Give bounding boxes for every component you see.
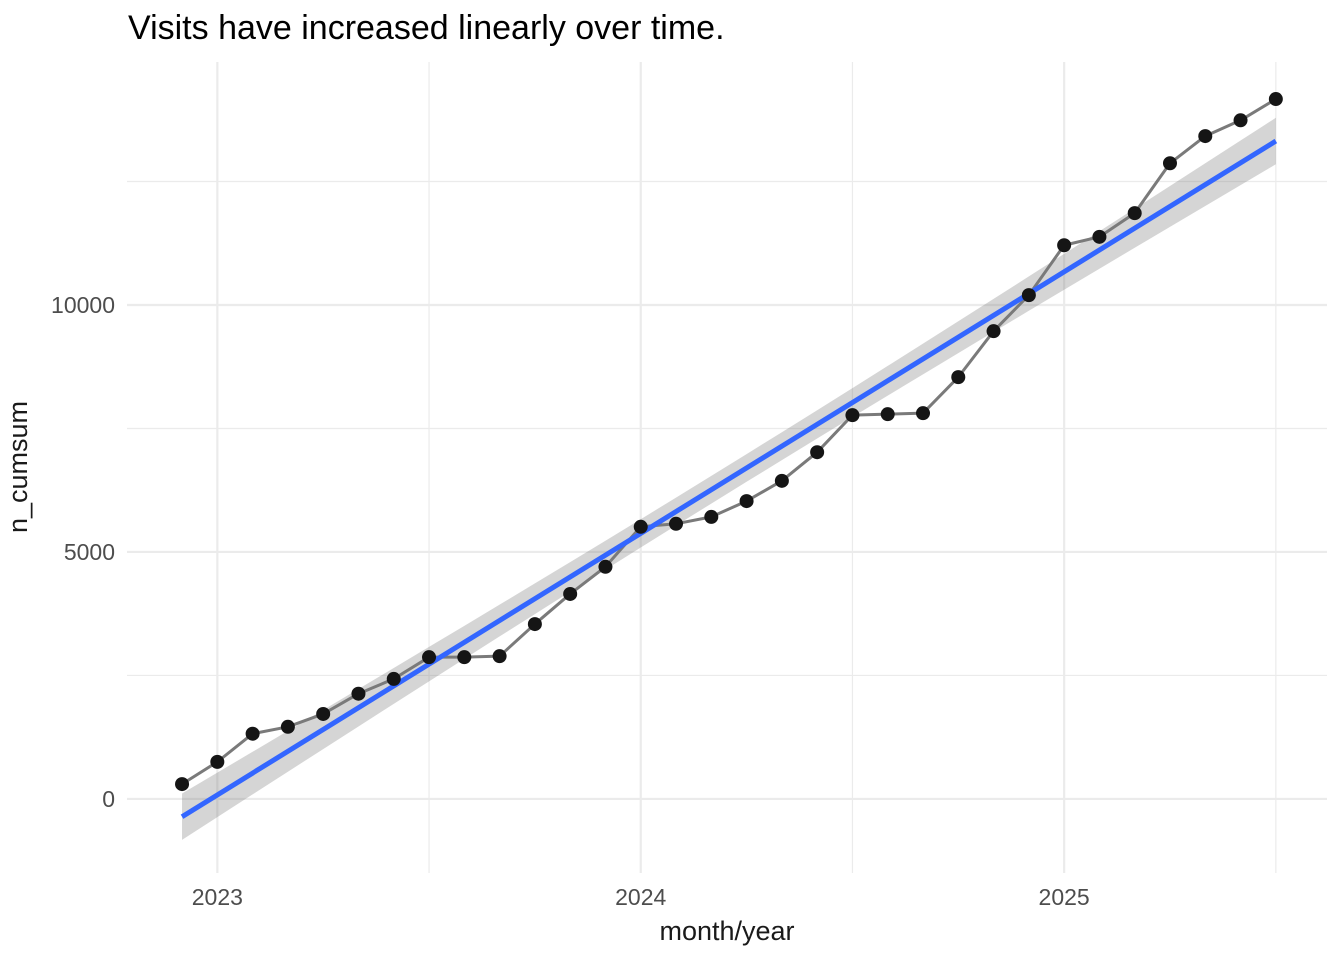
data-point: [245, 726, 260, 741]
trend-line: [180, 138, 1278, 819]
y-tick-label: 0: [102, 786, 115, 812]
data-point: [1092, 229, 1107, 244]
y-axis-title: n_cumsum: [3, 401, 33, 533]
y-tick-label: 10000: [51, 292, 115, 318]
data-point: [563, 586, 578, 601]
data-point: [492, 649, 507, 664]
data-point: [916, 406, 931, 421]
data-point: [810, 445, 825, 460]
x-axis-title: month/year: [659, 916, 794, 946]
data-point: [1198, 129, 1213, 144]
data-point: [527, 617, 542, 632]
x-tick-label: 2025: [1039, 884, 1090, 910]
data-point: [1233, 113, 1248, 128]
plot-panel: 0 5000 10000 2023 2024 2025: [51, 62, 1327, 910]
data-point: [457, 650, 472, 665]
data-point: [880, 407, 895, 422]
data-point: [598, 559, 613, 574]
data-point: [1057, 238, 1072, 253]
data-point: [739, 494, 754, 509]
data-point: [1021, 288, 1036, 303]
data-point: [1268, 92, 1283, 107]
data-point: [1127, 206, 1142, 221]
data-point: [1162, 156, 1177, 171]
x-tick-label: 2023: [192, 884, 243, 910]
data-point: [774, 473, 789, 488]
x-tick-label: 2024: [615, 884, 666, 910]
y-tick-label: 5000: [64, 539, 115, 565]
data-point: [845, 408, 860, 423]
chart-title: Visits have increased linearly over time…: [128, 9, 725, 47]
data-point: [386, 671, 401, 686]
data-point: [669, 516, 684, 531]
data-point: [986, 324, 1001, 339]
data-point: [633, 519, 648, 534]
data-point: [210, 754, 225, 769]
data-line: [181, 97, 1277, 786]
data-point: [175, 777, 190, 792]
data-point: [704, 509, 719, 524]
data-point: [951, 370, 966, 385]
data-point: [316, 706, 331, 721]
data-point: [422, 650, 437, 665]
data-point: [351, 686, 366, 701]
data-point: [280, 719, 295, 734]
